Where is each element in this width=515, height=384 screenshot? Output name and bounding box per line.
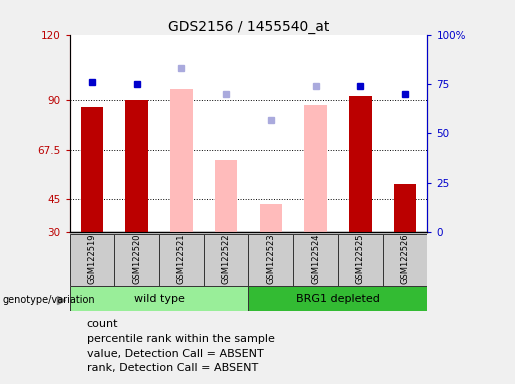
Bar	[293, 234, 338, 286]
Text: value, Detection Call = ABSENT: value, Detection Call = ABSENT	[87, 349, 263, 359]
Bar	[81, 107, 103, 232]
Title: GDS2156 / 1455540_at: GDS2156 / 1455540_at	[168, 20, 329, 33]
Bar	[304, 105, 327, 232]
Text: GSM122519: GSM122519	[88, 234, 96, 285]
Bar	[349, 96, 371, 232]
Text: GSM122521: GSM122521	[177, 234, 186, 285]
Bar	[170, 89, 193, 232]
Text: GSM122520: GSM122520	[132, 234, 141, 285]
Bar	[248, 286, 427, 311]
Text: genotype/variation: genotype/variation	[3, 295, 95, 305]
Bar	[383, 234, 427, 286]
Text: BRG1 depleted: BRG1 depleted	[296, 293, 380, 304]
Text: rank, Detection Call = ABSENT: rank, Detection Call = ABSENT	[87, 363, 258, 373]
Text: GSM122526: GSM122526	[401, 234, 409, 285]
Text: GSM122523: GSM122523	[266, 234, 276, 285]
Text: GSM122525: GSM122525	[356, 234, 365, 285]
Text: GSM122524: GSM122524	[311, 234, 320, 285]
Text: GSM122522: GSM122522	[221, 234, 231, 285]
Bar	[260, 204, 282, 232]
Bar	[394, 184, 416, 232]
Text: count: count	[87, 319, 118, 329]
Text: wild type: wild type	[133, 293, 184, 304]
Text: percentile rank within the sample: percentile rank within the sample	[87, 334, 274, 344]
Bar	[159, 234, 204, 286]
Bar	[70, 234, 114, 286]
Bar	[70, 286, 248, 311]
Bar	[215, 160, 237, 232]
Bar	[114, 234, 159, 286]
Bar	[338, 234, 383, 286]
Bar	[126, 101, 148, 232]
Bar	[248, 234, 293, 286]
Bar	[204, 234, 248, 286]
